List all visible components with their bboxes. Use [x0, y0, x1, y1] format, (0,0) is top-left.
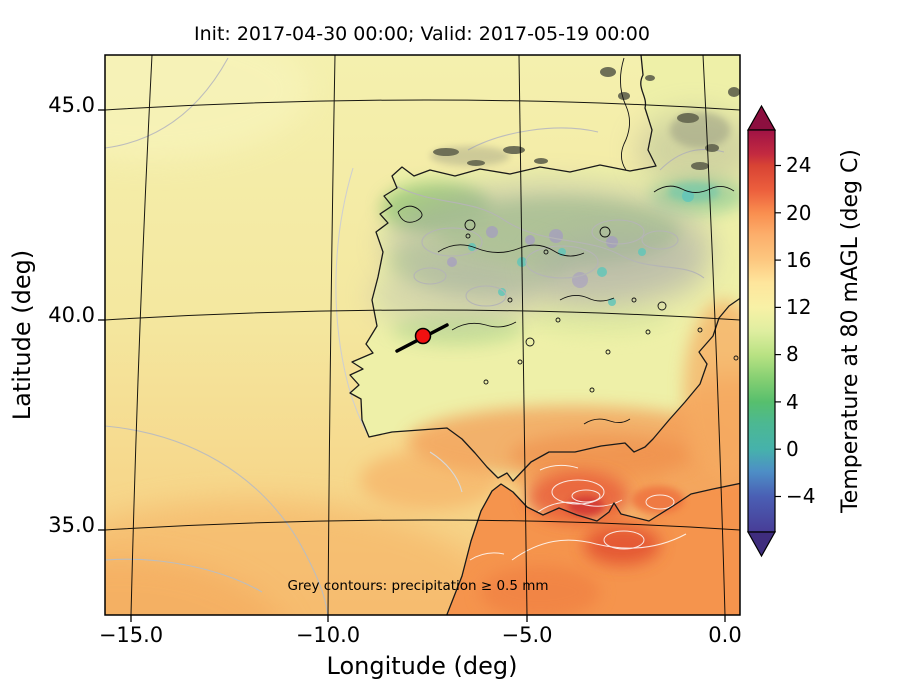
black-temperature-contours: [397, 57, 739, 425]
x-tick-label-0: −15.0: [99, 623, 163, 647]
map-field: Grey contours: precipitation ≥ 0.5 mm: [105, 55, 740, 615]
y-axis-label: Latitude (deg): [8, 250, 36, 420]
colorbar-tick-label-4: 4: [786, 390, 799, 414]
plot-title: Init: 2017-04-30 00:00; Valid: 2017-05-1…: [194, 23, 650, 45]
x-tick-label-3: 0.0: [708, 623, 741, 647]
colorbar-tick-label-16: 16: [786, 248, 811, 272]
x-tick-label-2: −5.0: [502, 623, 553, 647]
colorbar-extend-under: [746, 531, 777, 558]
colorbar-tick-label-24: 24: [786, 153, 811, 177]
colorbar-extend-over: [746, 104, 777, 131]
cold-specks: [447, 182, 720, 306]
graticule: [105, 55, 740, 615]
colorbar-label: Temperature at 80 mAGL (deg C): [838, 149, 863, 514]
colorbar-tick-label-neg4: −4: [786, 484, 815, 508]
colorbar-tick-label-0: 0: [786, 437, 799, 461]
plot-border: [104, 54, 741, 616]
y-tick-label-0: 45.0: [48, 93, 95, 117]
colorbar-tick-label-12: 12: [786, 295, 811, 319]
colorbar-tick-marks: [775, 164, 781, 498]
heavy-precip-patches: [430, 67, 740, 170]
precipitation-contours: [105, 57, 725, 615]
colorbar-tick-label-20: 20: [786, 201, 811, 225]
site-marker-dot: [414, 327, 432, 345]
site-marker: [395, 323, 449, 353]
coastline: [349, 55, 740, 615]
y-tick-label-1: 40.0: [48, 303, 95, 327]
x-axis-label: Longitude (deg): [327, 652, 518, 680]
colorbar-gradient: [747, 129, 776, 533]
y-tick-label-2: 35.0: [48, 513, 95, 537]
precip-annotation: Grey contours: precipitation ≥ 0.5 mm: [287, 578, 548, 594]
white-temperature-contours: [469, 464, 687, 561]
x-tick-label-1: −10.0: [296, 623, 360, 647]
colorbar: 24 20 16 12 8 4 0 −4 Temperature at 80 m…: [746, 104, 863, 558]
temperature-field-blobs: [370, 110, 740, 615]
colorbar-tick-label-8: 8: [786, 342, 799, 366]
axis-tick-marks: [98, 109, 726, 622]
map-plot: Grey contours: precipitation ≥ 0.5 mm −1…: [8, 23, 742, 680]
